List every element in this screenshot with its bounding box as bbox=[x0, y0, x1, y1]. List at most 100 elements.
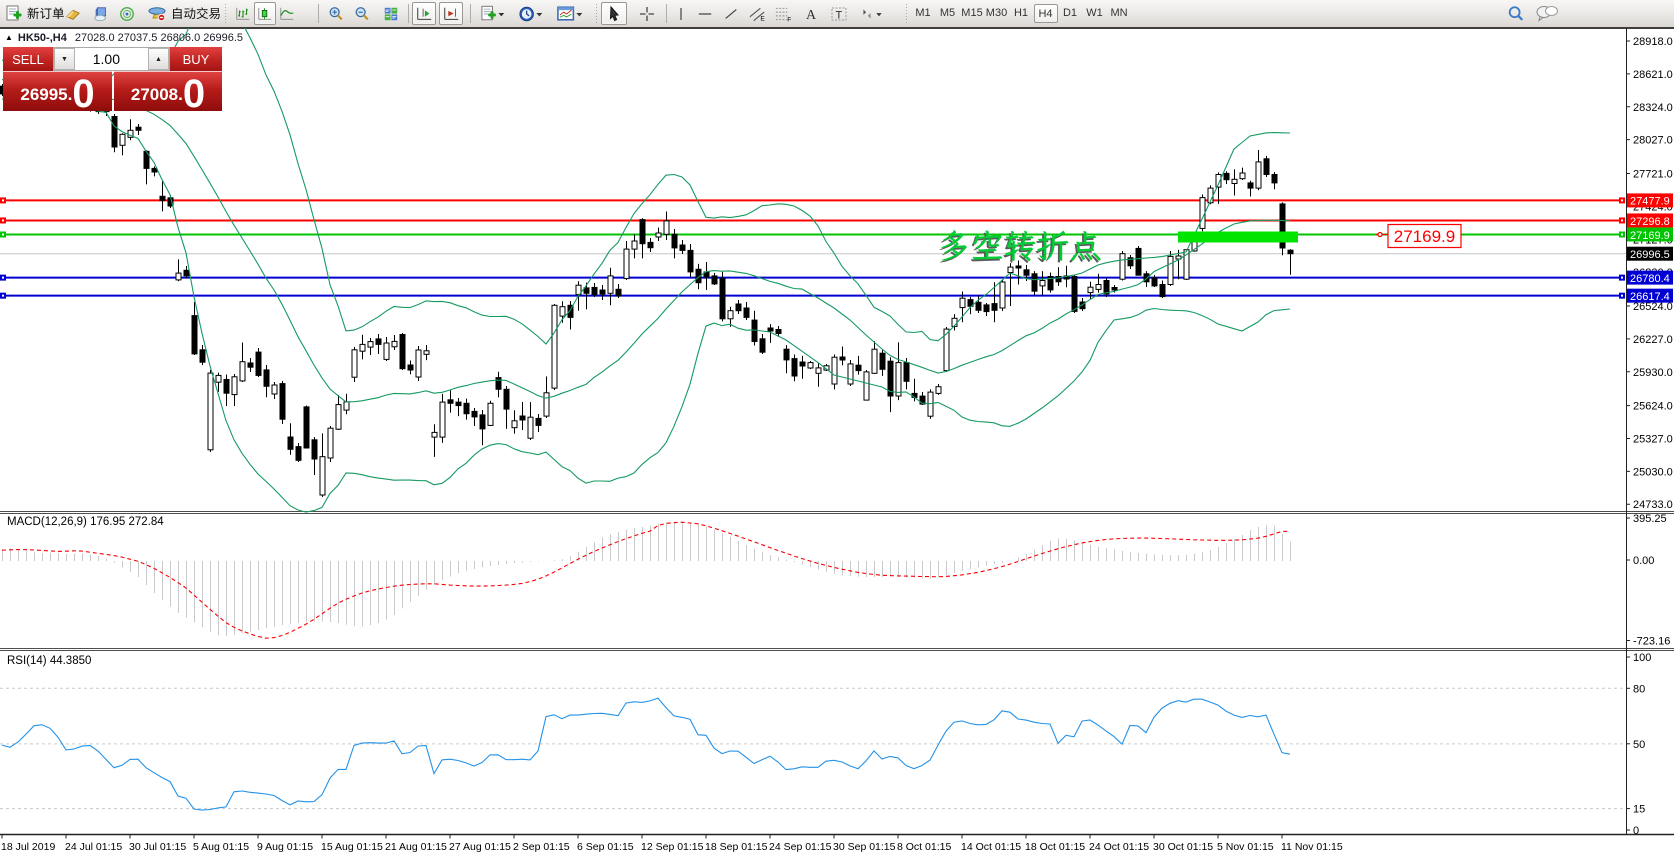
autotrading-button[interactable] bbox=[144, 2, 225, 25]
search-button[interactable] bbox=[1504, 2, 1528, 25]
candle-body-bear bbox=[1079, 301, 1086, 310]
timeframe-M5[interactable]: M5 bbox=[939, 7, 956, 19]
cursor-button[interactable] bbox=[601, 2, 627, 25]
horizontal-line-button[interactable] bbox=[694, 2, 716, 25]
templates-button[interactable] bbox=[553, 2, 587, 25]
rsi-tick-label: 0 bbox=[1633, 825, 1639, 837]
candle-body-bear bbox=[1223, 172, 1230, 181]
candle-body-bull bbox=[823, 365, 830, 371]
candle-body-bull bbox=[847, 363, 854, 385]
bollinger-middle bbox=[1, 79, 1291, 403]
candle-body-bull bbox=[727, 310, 734, 320]
arrows-button[interactable] bbox=[856, 2, 886, 25]
rsi-tick-label: 50 bbox=[1633, 739, 1645, 751]
new-order-button[interactable] bbox=[2, 2, 69, 25]
chart-shift-button[interactable] bbox=[412, 2, 436, 25]
svg-text:27296.8: 27296.8 bbox=[1630, 216, 1670, 228]
candle-body-bear bbox=[519, 415, 526, 421]
time-tick-label: 30 Oct 01:15 bbox=[1153, 841, 1213, 853]
candle-body-bear bbox=[1135, 247, 1142, 276]
auto-scroll-button[interactable] bbox=[439, 2, 463, 25]
price-callout[interactable]: 27169.9 bbox=[1376, 223, 1462, 249]
price-tag-26780.4: 26780.4 bbox=[1627, 270, 1673, 285]
buy-price-button[interactable]: 27008. 0 bbox=[114, 71, 222, 114]
periods-button[interactable] bbox=[515, 2, 547, 25]
hline-anchor-center bbox=[1621, 276, 1623, 279]
candle-body-bear bbox=[399, 334, 406, 370]
candle-body-bull bbox=[1095, 284, 1102, 290]
volume-decrease-button[interactable]: ▼ bbox=[54, 48, 75, 70]
volume-input[interactable]: 1.00 bbox=[92, 51, 120, 67]
zoom-in-button[interactable] bbox=[325, 2, 347, 25]
timeframe-D1[interactable]: D1 bbox=[1062, 7, 1078, 19]
candle-body-bull bbox=[575, 284, 582, 296]
timeframe-H4[interactable]: H4 bbox=[1033, 4, 1058, 23]
indicators-button[interactable] bbox=[477, 2, 509, 25]
annotation-text[interactable] bbox=[939, 230, 1101, 263]
timeframe-M15[interactable]: M15 bbox=[961, 7, 983, 19]
text-button[interactable]: A bbox=[800, 2, 822, 25]
candle-body-bear bbox=[983, 304, 990, 313]
market-depth-button[interactable] bbox=[90, 2, 112, 25]
price-tick-label: 26524.0 bbox=[1633, 301, 1673, 313]
equidistant-channel-button[interactable]: E bbox=[745, 2, 770, 25]
candle-body-bull bbox=[1039, 279, 1046, 287]
timeframe-M1[interactable]: M1 bbox=[915, 7, 931, 19]
timeframe-H1[interactable]: H1 bbox=[1013, 7, 1029, 19]
chat-button[interactable] bbox=[1532, 2, 1562, 25]
sell-price-button[interactable]: 26995. 0 bbox=[3, 71, 112, 114]
candle-body-bear bbox=[111, 116, 118, 148]
hline-anchor-center bbox=[2, 199, 4, 202]
buy-button[interactable]: BUY bbox=[170, 47, 222, 71]
candle-body-bear bbox=[1151, 277, 1158, 287]
chart-ohlc-values: 27028.0 27037.5 26806.0 26996.5 bbox=[74, 32, 244, 44]
trendline-button[interactable] bbox=[720, 2, 742, 25]
candlestick-series bbox=[0, 83, 1294, 497]
candle-body-bull bbox=[431, 431, 438, 438]
candle-body-bear bbox=[279, 383, 286, 420]
price-tick-label: 26227.0 bbox=[1633, 334, 1673, 346]
svg-text:F: F bbox=[787, 16, 791, 22]
new-order-icon bbox=[6, 5, 22, 20]
candle-body-bull bbox=[871, 348, 878, 374]
signals-button[interactable] bbox=[116, 2, 138, 25]
timeframe-W1[interactable]: W1 bbox=[1086, 7, 1103, 19]
candle-body-bear bbox=[1143, 273, 1150, 283]
candle-body-bear bbox=[1015, 265, 1022, 269]
candle-body-bull bbox=[215, 374, 222, 383]
candle-body-bull bbox=[959, 297, 966, 309]
svg-text:A: A bbox=[806, 8, 817, 23]
candlestick-chart-button[interactable] bbox=[254, 2, 276, 25]
zoom-out-button[interactable] bbox=[351, 2, 373, 25]
timeframe-MN[interactable]: MN bbox=[1110, 7, 1128, 19]
candle-body-bull bbox=[943, 328, 950, 372]
vertical-line-button[interactable] bbox=[672, 2, 690, 25]
candle-body-bull bbox=[319, 456, 326, 496]
sell-button[interactable]: SELL bbox=[3, 47, 53, 71]
timeframe-M30[interactable]: M30 bbox=[985, 7, 1008, 19]
green-zone-rect[interactable] bbox=[1178, 231, 1298, 243]
time-tick-label: 8 Oct 01:15 bbox=[897, 841, 951, 853]
toolbar-separator bbox=[408, 4, 409, 23]
toolbar: E F A T M1 M5 M15 M30 H1 H4 D1 W1 MN bbox=[0, 0, 1674, 28]
volume-increase-button[interactable]: ▲ bbox=[148, 48, 169, 70]
price-tag-27169.9: 27169.9 bbox=[1627, 227, 1673, 242]
profiles-button[interactable] bbox=[62, 2, 84, 25]
collapse-triangle-icon[interactable]: ▲ bbox=[5, 33, 13, 42]
candle-body-bull bbox=[1119, 253, 1126, 280]
candle-body-bear bbox=[503, 388, 510, 410]
time-tick-label: 6 Sep 01:15 bbox=[577, 841, 634, 853]
tile-windows-button[interactable] bbox=[380, 2, 402, 25]
bar-chart-button[interactable] bbox=[232, 2, 254, 25]
fibonacci-button[interactable]: F bbox=[771, 2, 796, 25]
line-chart-button[interactable] bbox=[276, 2, 298, 25]
text-label-button[interactable]: T bbox=[827, 2, 851, 25]
time-tick-label: 18 Oct 01:15 bbox=[1025, 841, 1085, 853]
candlestick-chart-icon bbox=[258, 7, 272, 20]
candle-body-bear bbox=[799, 361, 806, 367]
signals-icon bbox=[120, 6, 134, 21]
bollinger-lower bbox=[1, 98, 1291, 513]
crosshair-button[interactable] bbox=[633, 2, 661, 25]
callout-anchor-dot bbox=[1377, 231, 1383, 238]
